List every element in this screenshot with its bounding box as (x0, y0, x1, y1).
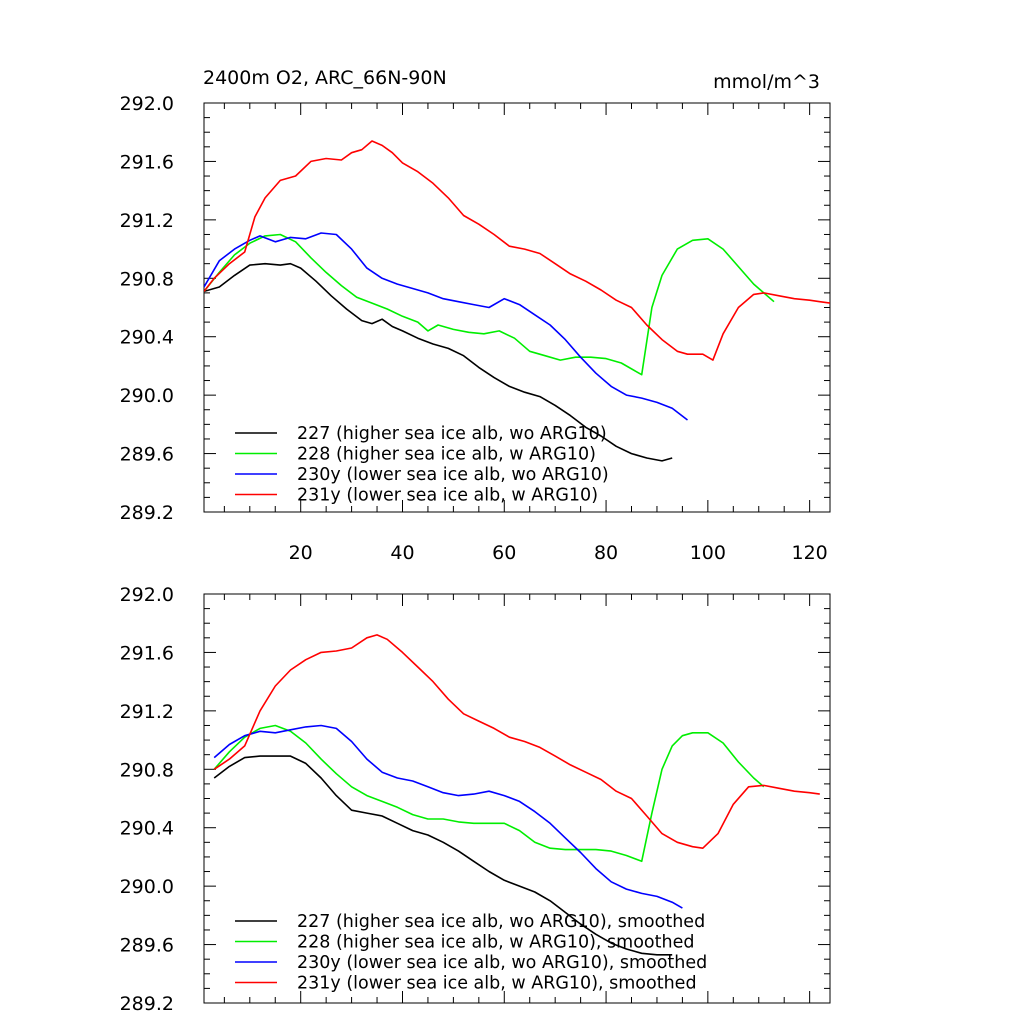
y-tick-label: 289.2 (120, 502, 174, 524)
bottom-panel: 289.2 289.6 290.0 290.4 290.8 291.2 291.6 292.0… (120, 584, 831, 1015)
y-tick-label: 292.0 (120, 93, 174, 115)
y-tick-label: 291.2 (120, 210, 174, 232)
top-panel: 289.2 289.6 290.0 290.4 290.8 291.2 291.6 292.0… (120, 93, 831, 564)
legend-label-1: 228 (higher sea ice alb, w ARG10), smoot… (297, 933, 694, 953)
legend-label-3: 231y (lower sea ice alb, w ARG10), smoot… (297, 974, 697, 994)
plot-title: 2400m O2, ARC_66N-90N (203, 67, 447, 89)
x-tick-label: 60 (492, 542, 516, 564)
y-tick-label: 290.8 (120, 759, 174, 781)
y-tick-label: 290.0 (120, 385, 174, 407)
x-tick-label: 100 (690, 542, 726, 564)
series-line-0 (204, 262, 673, 462)
units-label: mmol/m^3 (713, 71, 820, 93)
x-tick-label: 80 (594, 542, 618, 564)
legend-label-0: 227 (higher sea ice alb, wo ARG10), smoo… (297, 912, 705, 932)
y-tick-label: 289.6 (120, 444, 174, 466)
series-line-3 (204, 140, 830, 361)
legend-label-2: 230y (lower sea ice alb, wo ARG10), smoo… (297, 953, 707, 973)
y-tick-label: 289.6 (120, 935, 174, 957)
series-line-1 (213, 724, 765, 863)
x-tick-label: 120 (792, 542, 828, 564)
series-line-1 (204, 233, 775, 376)
legend-label-2: 230y (lower sea ice alb, wo ARG10) (297, 465, 609, 485)
y-tick-label: 291.2 (120, 701, 174, 723)
y-tick-label: 292.0 (120, 584, 174, 606)
y-tick-label: 290.4 (120, 818, 174, 840)
legend-label-0: 227 (higher sea ice alb, wo ARG10) (297, 424, 607, 444)
y-tick-label: 289.2 (120, 993, 174, 1015)
series-line-2 (204, 232, 688, 421)
series-line-3 (213, 634, 820, 850)
series-line-0 (213, 755, 673, 956)
y-tick-label: 290.0 (120, 876, 174, 898)
y-tick-label: 291.6 (120, 642, 174, 664)
x-tick-label: 20 (289, 542, 313, 564)
legend-label-1: 228 (higher sea ice alb, w ARG10) (297, 445, 596, 465)
x-tick-label: 40 (390, 542, 414, 564)
series-line-2 (213, 724, 683, 909)
legend-label-3: 231y (lower sea ice alb, w ARG10) (297, 486, 598, 506)
y-tick-label: 290.8 (120, 268, 174, 290)
y-tick-label: 291.6 (120, 151, 174, 173)
y-tick-label: 290.4 (120, 327, 174, 349)
